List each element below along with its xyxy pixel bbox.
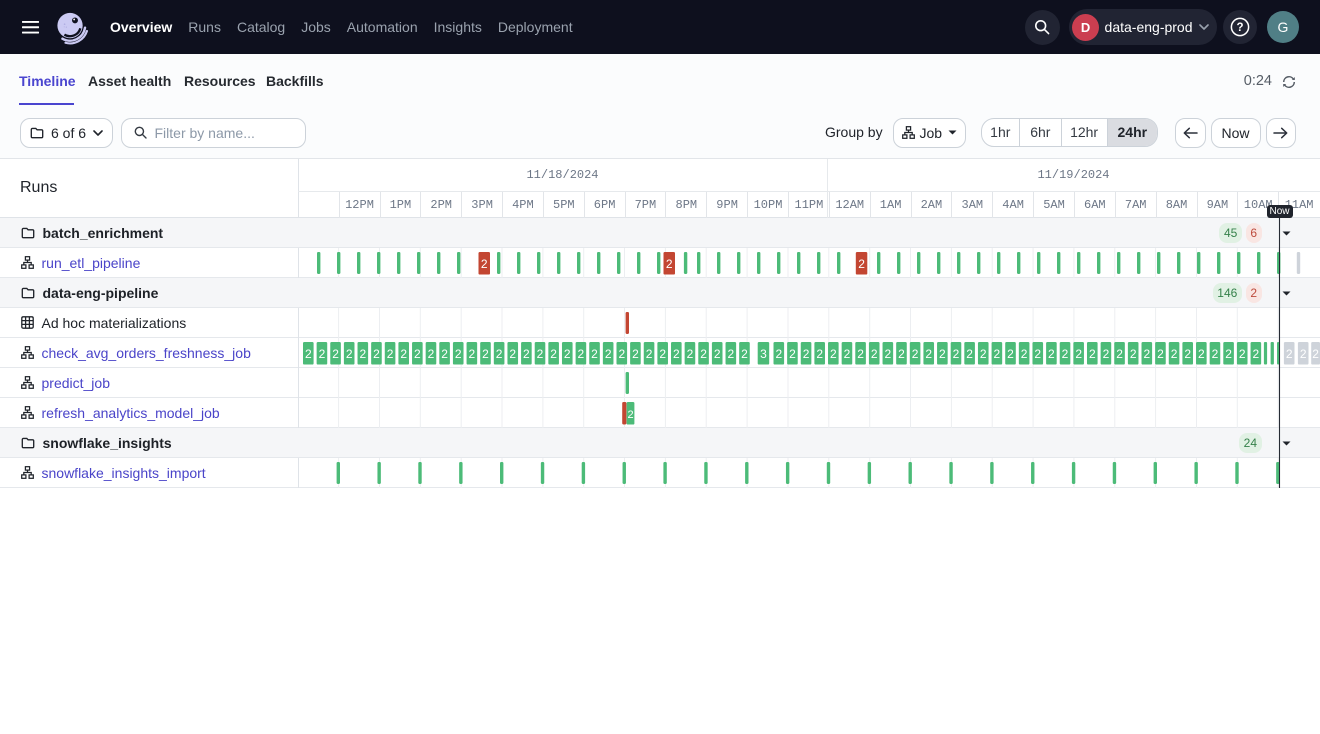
svg-text:2: 2 xyxy=(1075,347,1082,361)
svg-text:2: 2 xyxy=(1130,347,1137,361)
svg-text:2: 2 xyxy=(618,347,625,361)
svg-text:2: 2 xyxy=(332,347,339,361)
svg-text:2: 2 xyxy=(469,347,476,361)
svg-text:2: 2 xyxy=(591,347,598,361)
svg-text:2: 2 xyxy=(441,347,448,361)
svg-text:2: 2 xyxy=(1143,347,1150,361)
svg-text:2: 2 xyxy=(830,347,837,361)
svg-text:2: 2 xyxy=(1062,347,1069,361)
svg-text:2: 2 xyxy=(509,347,516,361)
svg-text:2: 2 xyxy=(346,347,353,361)
svg-text:2: 2 xyxy=(1048,347,1055,361)
svg-text:2: 2 xyxy=(537,347,544,361)
svg-text:2: 2 xyxy=(1007,347,1014,361)
svg-text:2: 2 xyxy=(844,347,851,361)
svg-text:2: 2 xyxy=(939,347,946,361)
svg-text:2: 2 xyxy=(455,347,462,361)
svg-text:2: 2 xyxy=(1171,347,1178,361)
svg-text:2: 2 xyxy=(884,347,891,361)
svg-text:2: 2 xyxy=(481,257,488,271)
svg-text:2: 2 xyxy=(1103,347,1110,361)
svg-text:2: 2 xyxy=(305,347,312,361)
svg-text:2: 2 xyxy=(496,347,503,361)
svg-text:2: 2 xyxy=(564,347,571,361)
svg-text:2: 2 xyxy=(1300,347,1307,361)
svg-text:2: 2 xyxy=(1157,347,1164,361)
svg-text:3: 3 xyxy=(760,347,767,361)
svg-text:2: 2 xyxy=(1286,347,1293,361)
svg-text:2: 2 xyxy=(803,347,810,361)
svg-text:2: 2 xyxy=(1198,347,1205,361)
svg-text:2: 2 xyxy=(1225,347,1232,361)
svg-text:2: 2 xyxy=(646,347,653,361)
svg-text:2: 2 xyxy=(858,257,865,271)
svg-text:2: 2 xyxy=(775,347,782,361)
svg-text:2: 2 xyxy=(414,347,421,361)
svg-text:2: 2 xyxy=(482,347,489,361)
svg-text:2: 2 xyxy=(1239,347,1246,361)
svg-text:2: 2 xyxy=(373,347,380,361)
svg-text:2: 2 xyxy=(1312,347,1319,361)
svg-text:2: 2 xyxy=(387,347,394,361)
svg-text:2: 2 xyxy=(578,347,585,361)
svg-text:2: 2 xyxy=(400,347,407,361)
svg-text:2: 2 xyxy=(741,347,748,361)
svg-text:2: 2 xyxy=(994,347,1001,361)
svg-text:2: 2 xyxy=(673,347,680,361)
svg-text:2: 2 xyxy=(1253,347,1260,361)
svg-text:2: 2 xyxy=(789,347,796,361)
svg-text:2: 2 xyxy=(319,347,326,361)
svg-text:2: 2 xyxy=(359,347,366,361)
svg-text:2: 2 xyxy=(627,409,633,421)
svg-text:2: 2 xyxy=(1212,347,1219,361)
svg-text:2: 2 xyxy=(605,347,612,361)
svg-text:2: 2 xyxy=(523,347,530,361)
svg-text:2: 2 xyxy=(727,347,734,361)
svg-text:2: 2 xyxy=(912,347,919,361)
svg-text:2: 2 xyxy=(632,347,639,361)
svg-text:2: 2 xyxy=(550,347,557,361)
svg-text:2: 2 xyxy=(700,347,707,361)
svg-text:?: ? xyxy=(1236,22,1243,34)
svg-text:2: 2 xyxy=(1116,347,1123,361)
svg-text:2: 2 xyxy=(666,257,673,271)
svg-text:2: 2 xyxy=(1184,347,1191,361)
svg-text:2: 2 xyxy=(687,347,694,361)
svg-text:2: 2 xyxy=(816,347,823,361)
svg-text:2: 2 xyxy=(966,347,973,361)
svg-text:2: 2 xyxy=(1089,347,1096,361)
svg-text:2: 2 xyxy=(659,347,666,361)
svg-text:2: 2 xyxy=(1034,347,1041,361)
svg-text:2: 2 xyxy=(714,347,721,361)
svg-text:2: 2 xyxy=(428,347,435,361)
svg-text:2: 2 xyxy=(898,347,905,361)
svg-text:2: 2 xyxy=(953,347,960,361)
svg-text:2: 2 xyxy=(925,347,932,361)
svg-text:2: 2 xyxy=(857,347,864,361)
svg-text:2: 2 xyxy=(1021,347,1028,361)
svg-text:2: 2 xyxy=(980,347,987,361)
svg-text:2: 2 xyxy=(871,347,878,361)
